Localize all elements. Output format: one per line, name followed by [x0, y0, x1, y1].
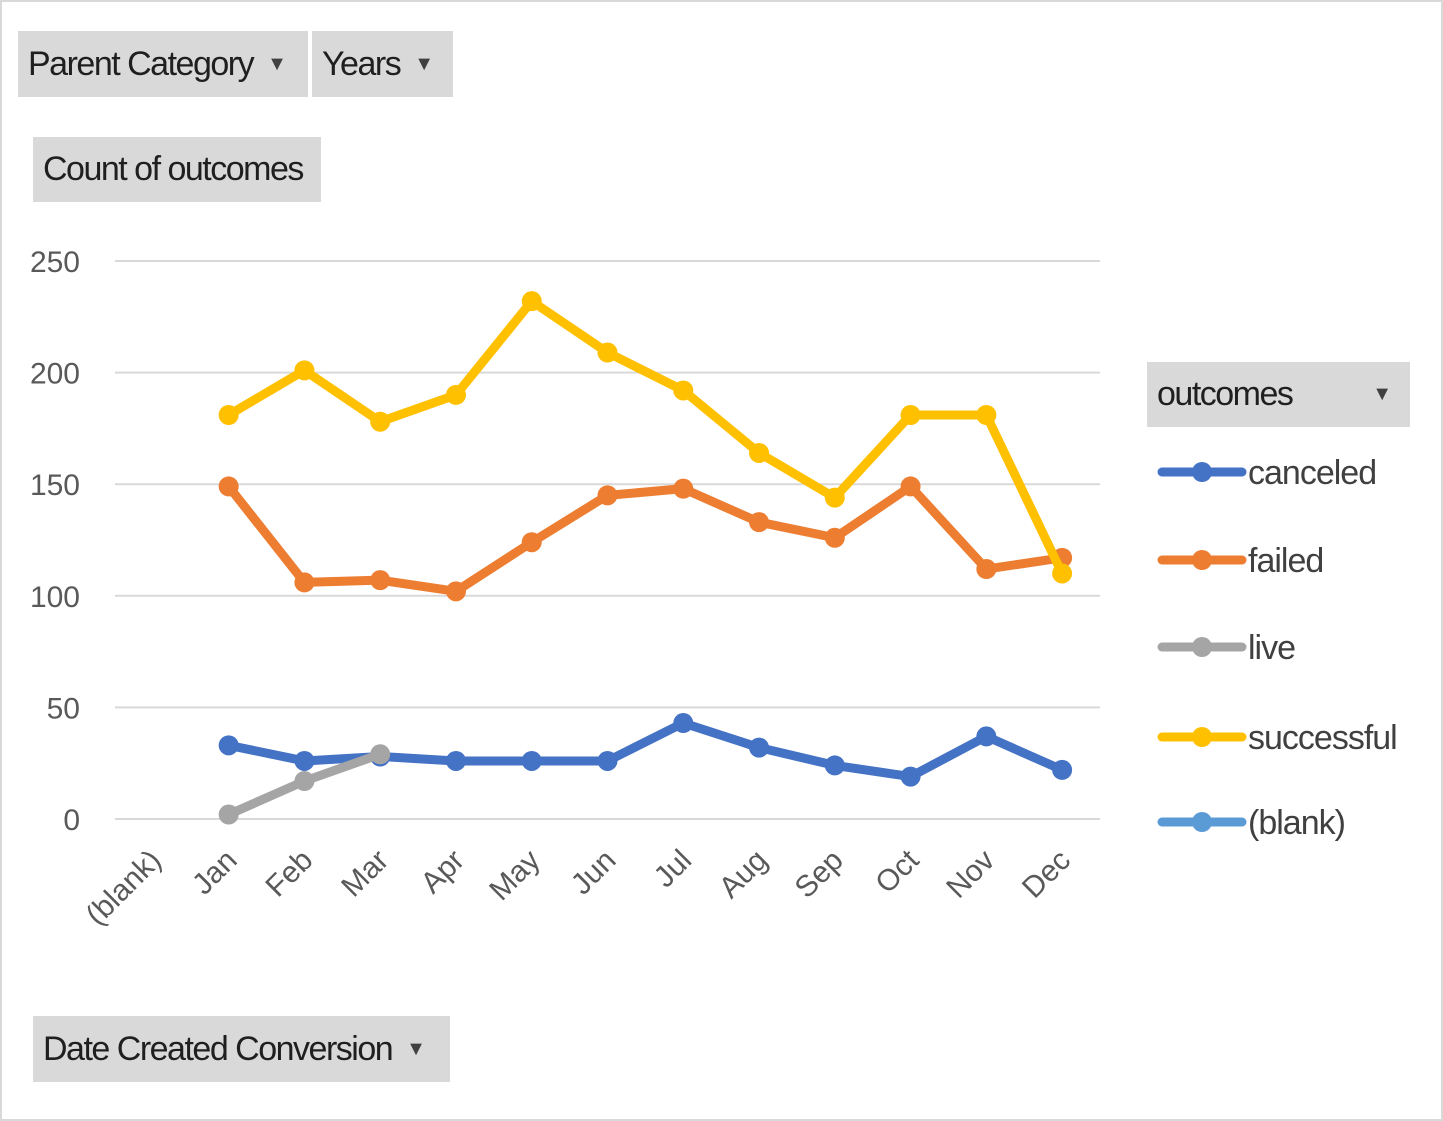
- data-point: [218, 405, 239, 426]
- y-tick-label: 50: [47, 692, 80, 725]
- legend-label: canceled: [1248, 454, 1376, 492]
- x-tick-label: Apr: [415, 844, 471, 900]
- data-point: [976, 405, 997, 426]
- data-point: [218, 735, 239, 756]
- legend-marker: [1192, 637, 1212, 657]
- x-tick-label: Nov: [940, 844, 1001, 905]
- y-tick-label: 200: [30, 358, 80, 391]
- data-point: [824, 527, 845, 548]
- data-point: [673, 478, 694, 499]
- data-point: [673, 713, 694, 734]
- series-line: [224, 296, 1067, 578]
- data-point: [976, 726, 997, 747]
- data-point: [294, 771, 315, 792]
- data-point: [824, 755, 845, 776]
- years-filter-button[interactable]: Years ▼: [312, 31, 453, 97]
- data-point: [294, 750, 315, 771]
- data-point: [521, 291, 542, 312]
- x-tick-label: Jun: [565, 844, 623, 902]
- x-tick-label: Aug: [713, 844, 774, 905]
- data-point: [370, 411, 391, 432]
- values-field-label: Count of outcomes: [43, 150, 304, 188]
- x-tick-label: Feb: [259, 844, 319, 904]
- parent-category-filter-label: Parent Category: [28, 44, 255, 83]
- x-tick-label: Mar: [335, 844, 395, 904]
- series-line: [224, 481, 1067, 596]
- data-point: [445, 384, 466, 405]
- data-point: [521, 532, 542, 553]
- data-point: [294, 572, 315, 593]
- data-point: [218, 804, 239, 825]
- legend-marker: [1192, 727, 1212, 747]
- x-tick-label: May: [483, 844, 546, 907]
- legend-label: successful: [1248, 719, 1397, 757]
- chevron-down-icon: ▼: [267, 52, 287, 75]
- x-tick-label: Jan: [186, 844, 244, 902]
- y-tick-label: 250: [30, 246, 80, 279]
- x-tick-label: Dec: [1016, 844, 1077, 905]
- data-point: [1052, 759, 1073, 780]
- y-tick-label: 0: [63, 804, 80, 837]
- data-point: [673, 380, 694, 401]
- data-point: [597, 750, 618, 771]
- data-point: [445, 581, 466, 602]
- legend-label: failed: [1248, 542, 1323, 580]
- data-point: [1052, 563, 1073, 584]
- legend-label: live: [1248, 629, 1295, 667]
- legend-marker: [1192, 462, 1212, 482]
- data-point: [294, 360, 315, 381]
- x-tick-label: Jul: [648, 844, 698, 894]
- data-point: [749, 512, 770, 533]
- data-point: [900, 766, 921, 787]
- data-point: [976, 559, 997, 580]
- data-point: [597, 485, 618, 506]
- legend-field-label: outcomes: [1157, 375, 1294, 413]
- values-field-button[interactable]: Count of outcomes: [33, 137, 321, 202]
- data-point: [900, 405, 921, 426]
- data-point: [597, 342, 618, 363]
- data-point: [824, 487, 845, 508]
- y-tick-label: 100: [30, 581, 80, 614]
- legend-label: (blank): [1248, 804, 1345, 842]
- data-point: [749, 442, 770, 463]
- years-filter-label: Years: [322, 44, 402, 83]
- legend-field-button[interactable]: outcomes ▼: [1147, 362, 1410, 427]
- legend-marker: [1192, 812, 1212, 832]
- data-point: [218, 476, 239, 497]
- y-tick-label: 150: [30, 469, 80, 502]
- data-point: [370, 744, 391, 765]
- data-point: [521, 750, 542, 771]
- x-tick-label: Sep: [789, 844, 850, 905]
- parent-category-filter-button[interactable]: Parent Category ▼: [18, 31, 308, 97]
- x-tick-label: Oct: [869, 843, 926, 900]
- data-point: [749, 737, 770, 758]
- chevron-down-icon: ▼: [406, 1037, 426, 1060]
- axis-field-button[interactable]: Date Created Conversion ▼: [33, 1016, 450, 1082]
- data-point: [900, 476, 921, 497]
- data-point: [445, 750, 466, 771]
- chevron-down-icon: ▼: [414, 52, 434, 75]
- x-tick-label: (blank): [80, 844, 168, 932]
- axis-field-label: Date Created Conversion: [43, 1029, 394, 1068]
- data-point: [370, 570, 391, 591]
- series-line: [224, 718, 1067, 782]
- chevron-down-icon: ▼: [1372, 383, 1392, 405]
- legend-marker: [1192, 550, 1212, 570]
